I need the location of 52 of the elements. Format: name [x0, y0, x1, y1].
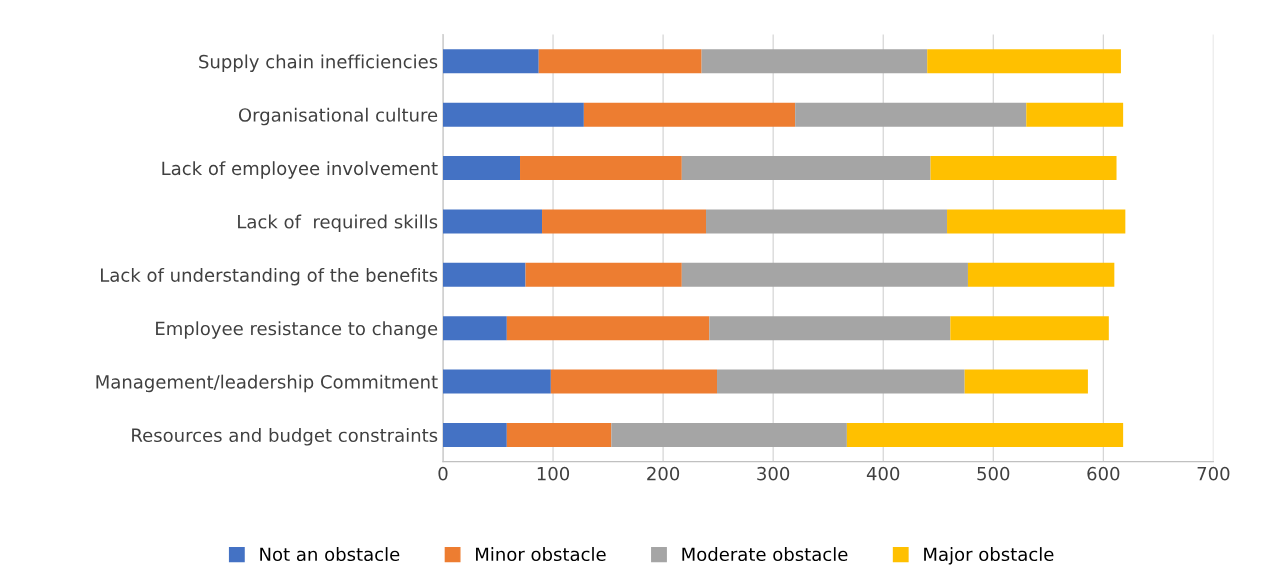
bar — [846, 422, 1124, 447]
bar — [442, 49, 539, 74]
bar — [709, 316, 951, 341]
y-tick-label: Organisational culture — [238, 107, 438, 126]
y-tick-label: Employee resistance to change — [156, 321, 438, 339]
x-tick-label: 600 — [1087, 466, 1120, 481]
bar — [930, 156, 1117, 181]
x-tick-label: 400 — [866, 466, 900, 481]
bar — [681, 156, 931, 181]
bar — [442, 102, 584, 127]
y-tick-label: Management/leadership Commitment — [96, 374, 438, 393]
bar — [542, 209, 707, 234]
x-tick-label: 100 — [537, 466, 570, 481]
bar — [442, 209, 543, 234]
bar — [967, 262, 1115, 287]
bar — [927, 49, 1121, 74]
bar — [611, 422, 847, 447]
bar — [950, 316, 1109, 341]
legend-label: Major obstacle — [924, 547, 1054, 565]
bar — [525, 262, 682, 287]
bar — [442, 422, 507, 447]
bar — [717, 369, 965, 394]
legend-label: Not an obstacle — [260, 547, 400, 562]
x-tick-label: 700 — [1197, 466, 1230, 481]
bar — [795, 102, 1027, 127]
bar — [442, 156, 521, 181]
bar — [701, 49, 928, 74]
x-tick-label: 0 — [438, 466, 448, 481]
bar — [538, 49, 702, 74]
bar — [947, 209, 1126, 234]
bar — [550, 369, 718, 394]
bar — [442, 262, 526, 287]
bar — [964, 369, 1088, 394]
y-tick-label: Supply chain inefficiencies — [199, 54, 438, 72]
bar — [506, 422, 612, 447]
y-tick-label: Lack of employee involvement — [162, 161, 438, 179]
y-tick-label: Lack of understanding of the benefits — [101, 267, 438, 286]
x-tick-label: 300 — [757, 466, 790, 481]
bar — [583, 102, 796, 127]
bar — [520, 156, 682, 181]
bar — [1026, 102, 1124, 127]
bar — [442, 369, 551, 394]
x-tick-label: 500 — [977, 466, 1010, 481]
legend-label: Minor obstacle — [476, 547, 606, 562]
y-tick-label: Lack of required skills — [238, 214, 438, 233]
bar — [681, 262, 968, 287]
x-tick-label: 200 — [647, 466, 680, 481]
bar — [506, 316, 710, 341]
bar — [442, 316, 507, 341]
bar — [706, 209, 948, 234]
y-tick-label: Resources and budget constraints — [132, 428, 438, 446]
legend-label: Moderate obstacle — [682, 547, 848, 562]
